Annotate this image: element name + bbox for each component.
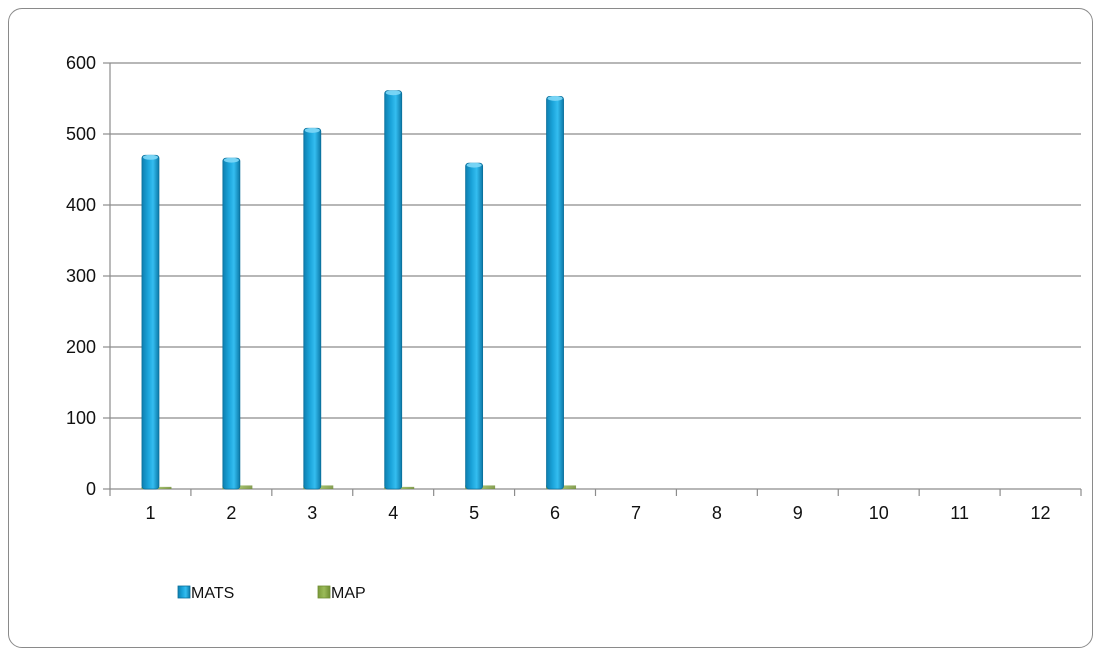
- bar-mats-4: [384, 90, 403, 490]
- bar-mats-3: [303, 127, 322, 490]
- x-tick-label: 7: [631, 503, 641, 523]
- bar-mats-6: [546, 95, 564, 490]
- legend-swatch-map: [317, 585, 331, 599]
- axes: [103, 62, 1082, 496]
- x-tick-label: 3: [307, 503, 317, 523]
- y-tick-labels: 0 100 200 300 400 500 600: [66, 53, 96, 499]
- y-tick-label: 500: [66, 124, 96, 144]
- legend-label-map: MAP: [331, 585, 366, 602]
- y-tick-label: 600: [66, 53, 96, 73]
- y-tick-label: 300: [66, 266, 96, 286]
- x-tick-label: 11: [950, 503, 969, 523]
- x-tick-labels: 1 2 3 4 5 6 7 8 9 10 11 12: [145, 503, 1050, 523]
- y-tick-label: 100: [66, 408, 96, 428]
- bar-mats-cap-1: [142, 154, 158, 160]
- y-tick-label: 0: [86, 479, 96, 499]
- x-tick-label: 10: [869, 503, 889, 523]
- x-tick-label: 1: [145, 503, 155, 523]
- x-tick-label: 5: [469, 503, 479, 523]
- x-tick-label: 12: [1031, 503, 1051, 523]
- bar-mats-cap-4: [385, 90, 401, 96]
- x-tick-label: 4: [388, 503, 398, 523]
- bar-mats-1: [141, 154, 160, 490]
- y-tick-label: 200: [66, 337, 96, 357]
- bar-mats-cap-3: [304, 127, 320, 133]
- x-tick-label: 8: [712, 503, 722, 523]
- bar-mats-2: [222, 157, 241, 490]
- legend-swatch-mats: [177, 585, 191, 599]
- x-tick-label: 9: [793, 503, 803, 523]
- bars: [141, 90, 577, 490]
- bar-mats-cap-6: [547, 95, 563, 101]
- y-tick-label: 400: [66, 195, 96, 215]
- x-tick-label: 6: [550, 503, 560, 523]
- x-tick-label: 2: [226, 503, 236, 523]
- bar-mats-cap-5: [466, 162, 482, 168]
- legend-label-mats: MATS: [191, 585, 234, 602]
- gridlines: [110, 62, 1081, 419]
- legend: MATS MAP: [177, 585, 366, 602]
- bar-mats-5: [465, 162, 484, 490]
- bar-mats-cap-2: [223, 157, 239, 163]
